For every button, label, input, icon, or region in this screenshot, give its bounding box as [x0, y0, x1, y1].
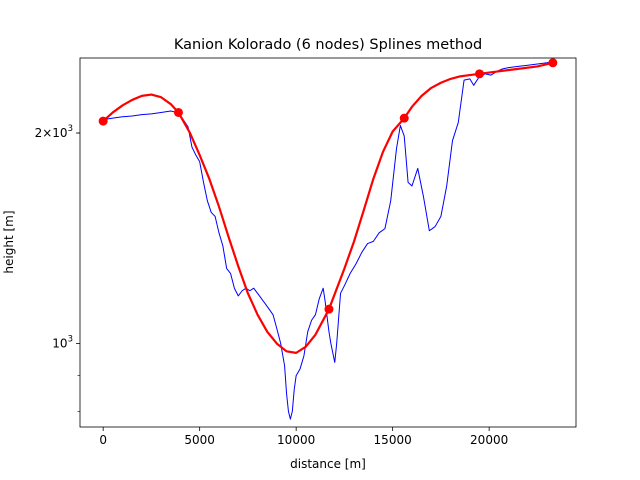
node-point: [399, 113, 409, 123]
axes-frame: [79, 57, 577, 428]
node-point: [173, 107, 183, 117]
x-tick-label: 0: [99, 433, 107, 447]
x-axis-label: distance [m]: [290, 457, 366, 471]
node-point: [548, 58, 558, 68]
y-axis-label: height [m]: [2, 210, 16, 273]
spline-series-line: [102, 61, 554, 354]
x-tick-label: 10000: [277, 433, 315, 447]
x-tick-label: 5000: [184, 433, 215, 447]
node-point: [98, 116, 108, 126]
y-tick-label: 103: [52, 335, 73, 351]
x-axis: 0 5000 10000 15000 20000: [99, 427, 508, 447]
x-tick-label: 20000: [470, 433, 508, 447]
x-tick-label: 15000: [374, 433, 412, 447]
profile-series-line: [103, 61, 555, 420]
y-axis: 103 2×103: [35, 124, 80, 412]
node-point: [324, 304, 334, 314]
chart-title: Kanion Kolorado (6 nodes) Splines method: [174, 37, 482, 53]
plot-area: [98, 58, 558, 420]
node-point: [475, 69, 484, 79]
y-tick-label: 2×103: [35, 124, 73, 140]
